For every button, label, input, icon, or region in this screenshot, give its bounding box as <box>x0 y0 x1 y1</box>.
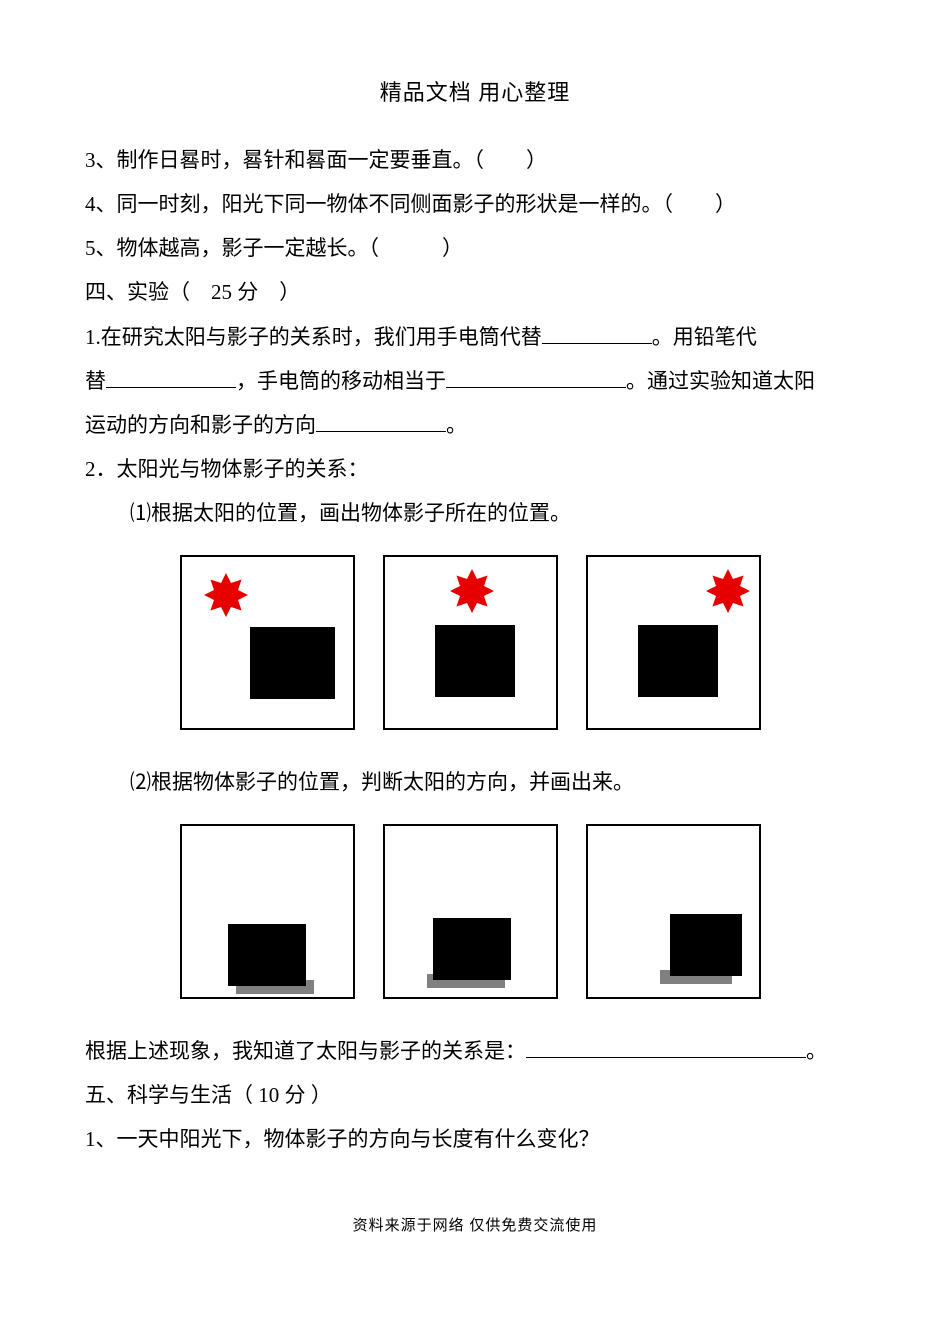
page-footer: 资料来源于网络 仅供免费交流使用 <box>85 1211 865 1243</box>
sun-icon <box>204 573 248 617</box>
object-block <box>435 625 515 697</box>
diagram-box <box>586 555 761 730</box>
s4i1-seg2: 。用铅笔代 <box>652 325 757 349</box>
blank-2 <box>106 365 236 388</box>
s5-q1: 1、一天中阳光下，物体影子的方向与长度有什么变化？ <box>85 1117 865 1161</box>
s4i1-seg3b: ，手电筒的移动相当于 <box>236 369 446 393</box>
section-4-heading: 四、实验（ 25 分 ） <box>85 270 865 314</box>
blank-4 <box>316 409 446 432</box>
diagram-row-2 <box>180 824 865 999</box>
question-3: 3、制作日晷时，晷针和晷面一定要垂直。（ ） <box>85 138 865 182</box>
conclusion-a: 根据上述现象，我知道了太阳与影子的关系是： <box>85 1039 526 1063</box>
diagram-box <box>180 555 355 730</box>
s4-item1-line1: 1.在研究太阳与影子的关系时，我们用手电筒代替 。用铅笔代 <box>85 315 865 359</box>
diagram-row-1 <box>180 555 865 730</box>
question-4: 4、同一时刻，阳光下同一物体不同侧面影子的形状是一样的。（ ） <box>85 182 865 226</box>
diagram-box <box>383 824 558 999</box>
s4-item1-line3: 运动的方向和影子的方向 。 <box>85 403 865 447</box>
object-block <box>638 625 718 697</box>
s4i1-seg4a: 运动的方向和影子的方向 <box>85 413 316 437</box>
object-block <box>670 914 742 976</box>
object-block <box>433 918 511 980</box>
question-5: 5、物体越高，影子一定越长。（ ） <box>85 226 865 270</box>
sun-icon <box>450 569 494 613</box>
s4-conclusion: 根据上述现象，我知道了太阳与影子的关系是： 。 <box>85 1029 865 1073</box>
object-block <box>228 924 306 986</box>
blank-3 <box>446 365 626 388</box>
s4i1-seg3a: 替 <box>85 369 106 393</box>
conclusion-blank <box>526 1035 806 1058</box>
s4-item2-sub1: ⑴根据太阳的位置，画出物体影子所在的位置。 <box>85 491 865 535</box>
document-body: 3、制作日晷时，晷针和晷面一定要垂直。（ ） 4、同一时刻，阳光下同一物体不同侧… <box>85 138 865 1161</box>
s4i1-seg1: 1.在研究太阳与影子的关系时，我们用手电筒代替 <box>85 325 542 349</box>
page-header: 精品文档 用心整理 <box>85 70 865 116</box>
section-5-heading: 五、科学与生活（ 10 分 ） <box>85 1073 865 1117</box>
diagram-box <box>383 555 558 730</box>
s4i1-seg3c: 。通过实验知道太阳 <box>626 369 815 393</box>
diagram-box <box>180 824 355 999</box>
object-block <box>250 627 335 699</box>
s4-item1-line2: 替 ，手电筒的移动相当于 。通过实验知道太阳 <box>85 359 865 403</box>
blank-1 <box>542 320 652 343</box>
s4-item2-heading: 2．太阳光与物体影子的关系： <box>85 447 865 491</box>
conclusion-b: 。 <box>806 1039 827 1063</box>
s4-item2-sub2: ⑵根据物体影子的位置，判断太阳的方向，并画出来。 <box>85 760 865 804</box>
diagram-box <box>586 824 761 999</box>
s4i1-seg4b: 。 <box>446 413 467 437</box>
sun-icon <box>706 569 750 613</box>
